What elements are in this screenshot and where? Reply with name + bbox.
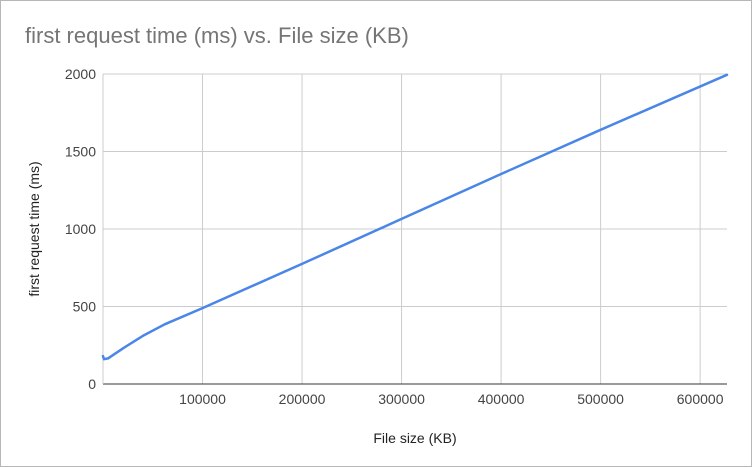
series-line	[101, 73, 729, 361]
series-layer	[101, 73, 729, 361]
y-tick-label: 2000	[65, 66, 96, 82]
y-tick-label: 1000	[65, 221, 96, 237]
x-tick-label: 300000	[378, 391, 425, 407]
x-tick-label: 600000	[677, 391, 724, 407]
y-axis-label: first request time (ms)	[26, 161, 42, 296]
y-tick-label: 500	[73, 299, 97, 315]
x-tick-label: 400000	[478, 391, 525, 407]
y-tick-label: 1500	[65, 144, 96, 160]
axes	[102, 74, 727, 385]
x-tick-label: 200000	[279, 391, 326, 407]
x-axis-label: File size (KB)	[373, 430, 456, 446]
x-tick-label: 100000	[179, 391, 226, 407]
grid-lines	[103, 73, 727, 384]
tick-labels: 0 500 1000 1500 2000 100000 200000 300000 400000…	[65, 66, 724, 407]
y-tick-label: 0	[88, 376, 96, 392]
x-tick-label: 500000	[577, 391, 624, 407]
chart-title: first request time (ms) vs. File size (K…	[25, 23, 409, 48]
